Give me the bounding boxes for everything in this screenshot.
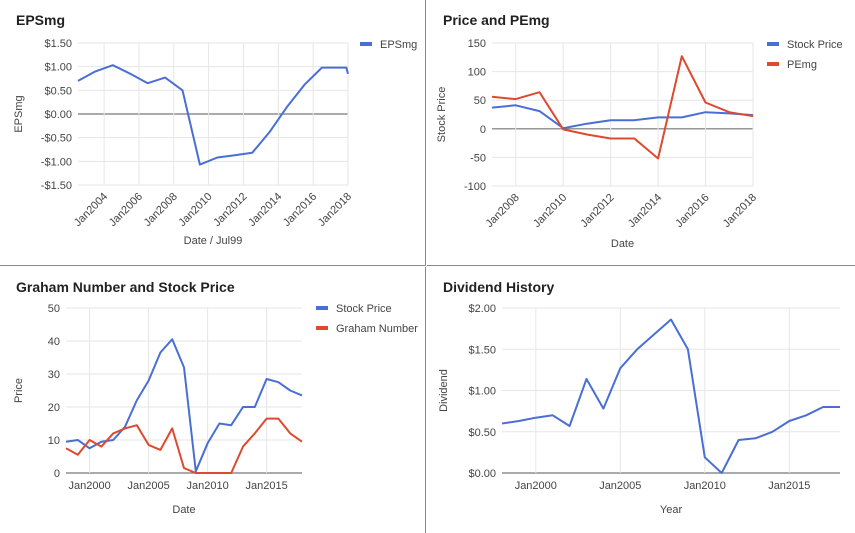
- graham-y-tick-label: 0: [54, 468, 60, 480]
- price-pe-x-tick-label: Jan2014: [626, 192, 664, 230]
- price-pe-x-tick-label: Jan2018: [721, 192, 759, 230]
- graham-legend-swatch-graham-number: [316, 326, 328, 330]
- eps-legend-label-epsmg: EPSmg: [380, 39, 417, 51]
- price-pe-x-axis-label: Date: [611, 238, 634, 250]
- eps-y-tick-label: $1.00: [44, 62, 72, 74]
- dividend-x-tick-label: Jan2010: [684, 480, 726, 492]
- price-pe-y-tick-label: 50: [474, 95, 486, 107]
- dividend-y-tick-label: $0.50: [468, 427, 496, 439]
- graham-x-tick-label: Jan2005: [127, 480, 169, 492]
- graham-x-tick-label: Jan2010: [186, 480, 228, 492]
- eps-x-tick-label: Jan2008: [142, 191, 180, 229]
- eps-y-tick-label: -$1.00: [41, 156, 72, 168]
- price-pe-legend-label-stock-price: Stock Price: [787, 39, 843, 51]
- graham-y-tick-label: 50: [48, 303, 60, 315]
- dividend-y-axis-label: Dividend: [438, 369, 450, 412]
- eps-chart: $1.50$1.00$0.50$0.00-$0.50-$1.00-$1.50Ja…: [13, 38, 417, 247]
- price-pe-y-tick-label: 150: [468, 38, 486, 50]
- graham-chart-panel: 50 40 30 20 10 0 Jan2000 Jan2005 Jan2010 Jan2015 D…: [0, 267, 426, 533]
- graham-x-tick-label: Jan2000: [68, 480, 110, 492]
- dividend-y-tick-label: $1.50: [468, 344, 496, 356]
- price-pe-stock-price-line: [491, 104, 754, 130]
- eps-y-axis-label: EPSmg: [13, 95, 25, 132]
- price-pe-y-tick-label: 0: [480, 124, 486, 136]
- price-pe-chart-title: Price and PEmg: [443, 12, 550, 28]
- eps-y-tick-label: $0.50: [44, 85, 72, 97]
- dividend-chart-title: Dividend History: [443, 279, 555, 295]
- price-pe-y-tick-label: -100: [464, 181, 486, 193]
- price-pe-legend-swatch-pemg: [767, 62, 779, 66]
- dividend-series-line: [501, 318, 840, 474]
- eps-x-tick-label: Jan2016: [281, 191, 319, 229]
- eps-x-tick-label: Jan2012: [211, 191, 249, 229]
- graham-graham-number-line: [65, 417, 303, 474]
- graham-y-tick-label: 10: [48, 435, 60, 447]
- price-pe-y-axis-label: Stock Price: [436, 87, 448, 143]
- eps-y-tick-label: $0.00: [44, 109, 72, 121]
- price-pe-y-tick-label: 100: [468, 67, 486, 79]
- eps-x-tick-label: Jan2018: [316, 191, 354, 229]
- dividend-chart-panel: $2.00 $1.50 $1.00 $0.50 $0.00 Jan2000 Jan2005 J…: [427, 267, 855, 533]
- graham-chart: 50 40 30 20 10 0 Jan2000 Jan2005 Jan2010 Jan2015 D…: [13, 303, 418, 516]
- graham-x-axis-label: Date: [172, 504, 195, 516]
- price-pe-pemg-line: [491, 55, 754, 160]
- price-pe-x-tick-label: Jan2012: [578, 192, 616, 230]
- graham-legend-label-stock-price: Stock Price: [336, 303, 392, 315]
- dividend-x-tick-label: Jan2000: [515, 480, 557, 492]
- eps-chart-title: EPSmg: [16, 12, 66, 28]
- eps-chart-panel: $1.50 $1.00 $0.50 $0.00 -$0.50 -$1.00 -$1.50 Ja…: [0, 0, 426, 266]
- eps-legend-swatch-epsmg: [360, 42, 372, 46]
- dividend-y-tick-label: $1.00: [468, 386, 496, 398]
- price-pe-x-tick-label: Jan2016: [673, 192, 711, 230]
- graham-y-tick-label: 40: [48, 336, 60, 348]
- graham-y-tick-label: 30: [48, 369, 60, 381]
- price-pe-x-tick-label: Jan2010: [531, 192, 569, 230]
- eps-y-tick-label: $1.50: [44, 38, 72, 50]
- eps-x-tick-label: Jan2014: [246, 191, 284, 229]
- eps-y-tick-label: -$1.50: [41, 180, 72, 192]
- eps-x-axis-label: Date / Jul99: [184, 235, 243, 247]
- dividend-y-tick-label: $2.00: [468, 303, 496, 315]
- dividend-chart: $2.00 $1.50 $1.00 $0.50 $0.00 Jan2000 Jan2005 J…: [438, 303, 840, 516]
- eps-x-tick-label: Jan2010: [176, 191, 214, 229]
- price-pe-y-tick-label: -50: [470, 152, 486, 164]
- graham-legend-label-graham-number: Graham Number: [336, 323, 418, 335]
- price-pe-legend-swatch-stock-price: [767, 42, 779, 46]
- eps-x-tick-label: Jan2004: [72, 191, 110, 229]
- price-pe-legend-label-pemg: PEmg: [787, 59, 817, 71]
- graham-chart-title: Graham Number and Stock Price: [16, 279, 235, 295]
- dividend-x-tick-label: Jan2015: [768, 480, 810, 492]
- graham-y-tick-label: 20: [48, 402, 60, 414]
- price-pe-chart-panel: 150 100 50 0 -50 -100 Jan2008 Jan2010 Jan2012 Jan…: [427, 0, 855, 266]
- dividend-x-tick-label: Jan2005: [599, 480, 641, 492]
- eps-epsmg-line: [77, 64, 349, 166]
- graham-legend-swatch-stock-price: [316, 306, 328, 310]
- eps-x-tick-label: Jan2006: [107, 191, 145, 229]
- eps-y-tick-label: -$0.50: [41, 133, 72, 145]
- dividend-y-tick-label: $0.00: [468, 468, 496, 480]
- dividend-x-axis-label: Year: [660, 504, 683, 516]
- graham-x-tick-label: Jan2015: [245, 480, 287, 492]
- price-pe-x-tick-label: Jan2008: [484, 192, 522, 230]
- graham-y-axis-label: Price: [13, 378, 25, 403]
